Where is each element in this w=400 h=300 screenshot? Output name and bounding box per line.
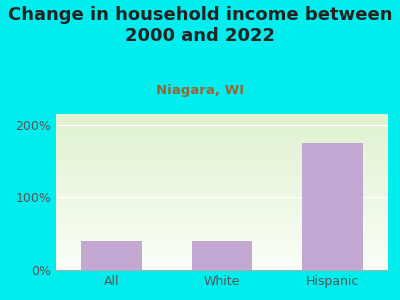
Bar: [81, 241, 142, 270]
Text: Niagara, WI: Niagara, WI: [156, 84, 244, 97]
Bar: [192, 241, 252, 270]
Bar: [302, 143, 363, 270]
Text: Change in household income between
2000 and 2022: Change in household income between 2000 …: [8, 6, 392, 45]
